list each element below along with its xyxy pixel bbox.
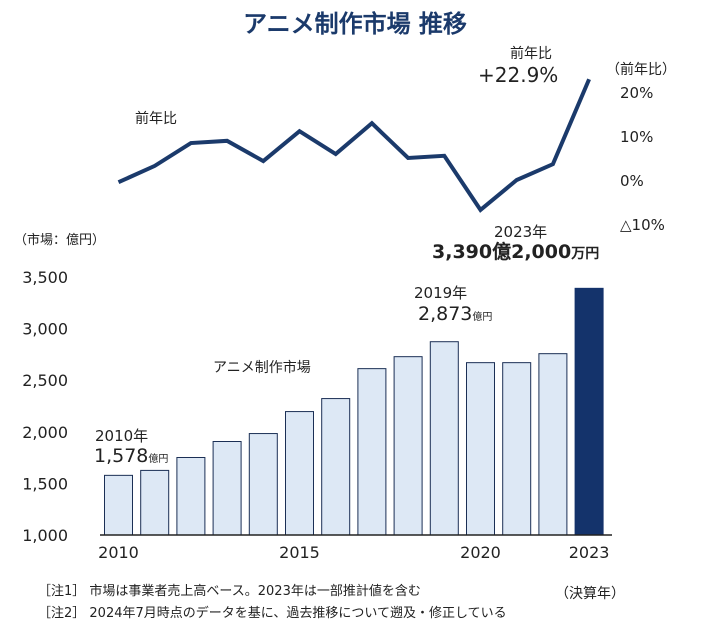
y-tick-label: 2,000	[22, 423, 68, 442]
bar-series-label: アニメ制作市場	[213, 359, 311, 376]
bar-2017	[357, 368, 387, 536]
line-annotation-value: +22.9%	[478, 63, 558, 87]
line-y-tick-label: 20%	[620, 84, 653, 102]
line-y-tick-label: △10%	[620, 216, 665, 234]
bar-2010	[104, 474, 133, 536]
x-tick-label: 2020	[460, 543, 501, 562]
line-series-label: 前年比	[135, 110, 177, 127]
bar-2012	[176, 456, 206, 536]
line-annotation-label: 前年比	[510, 45, 552, 62]
chart-title: アニメ制作市場 推移	[243, 10, 467, 38]
bar-2011	[140, 469, 170, 536]
line-y-axis-label: （前年比）	[606, 61, 676, 78]
line-y-tick-label: 10%	[620, 128, 653, 146]
y-tick-label: 1,500	[22, 474, 68, 493]
bar-2021	[502, 362, 532, 536]
annotation-2023-year: 2023年	[494, 223, 547, 241]
line-y-tick-label: 0%	[620, 172, 644, 190]
annotation-2019-year: 2019年	[414, 284, 467, 302]
x-tick-label: 2023	[569, 543, 610, 562]
yoy-line	[117, 78, 591, 213]
bar-2013	[212, 441, 242, 536]
annotation-2010-value: 1,578億円	[94, 445, 168, 467]
bar-2020	[466, 362, 495, 536]
y-tick-label: 1,000	[22, 526, 68, 545]
bar-2018	[393, 356, 423, 536]
annotation-2019-value: 2,873億円	[418, 303, 492, 325]
bar-2022	[538, 353, 568, 536]
y-tick-label: 2,500	[22, 371, 68, 390]
x-axis-suffix: （決算年）	[555, 586, 625, 602]
x-tick-label: 2015	[279, 543, 320, 562]
y-tick-label: 3,000	[22, 320, 68, 339]
bar-2019	[429, 341, 459, 536]
bar-y-axis-label: （市場：億円）	[14, 232, 105, 248]
note-1: ［注1］ 市場は事業者売上高ベース。2023年は一部推計値を含む	[38, 584, 421, 599]
bar-2016	[321, 398, 351, 536]
bar-2023	[574, 287, 604, 536]
annotation-2023-value: 3,390億2,000万円	[432, 240, 599, 263]
note-2: ［注2］ 2024年7月時点のデータを基に、過去推移について遡及・修正している	[38, 606, 507, 621]
bar-2015	[285, 411, 314, 536]
annotation-2010-year: 2010年	[95, 427, 148, 445]
bar-2014	[248, 433, 278, 536]
y-tick-label: 3,500	[22, 268, 68, 287]
x-tick-label: 2010	[98, 543, 139, 562]
